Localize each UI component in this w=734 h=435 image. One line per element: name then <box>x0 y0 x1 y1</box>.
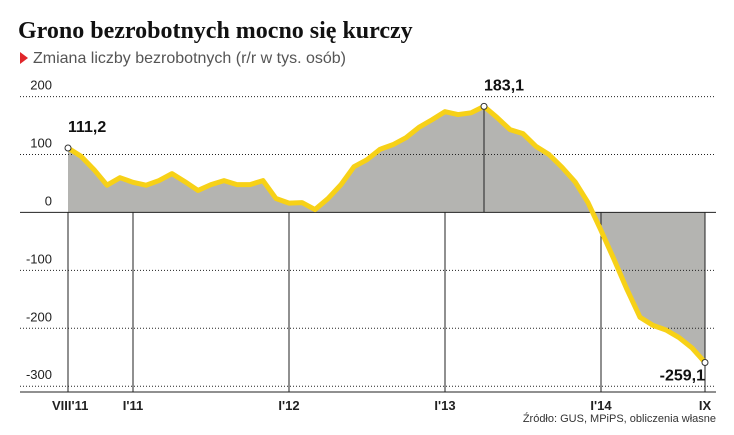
y-tick-label: -200 <box>26 309 52 324</box>
chart-title: Grono bezrobotnych mocno się kurczy <box>18 18 413 44</box>
x-tick-label: I'11 <box>123 398 143 413</box>
point-marker <box>480 102 488 110</box>
source: Źródło: GUS, MPiPS, obliczenia własne <box>523 412 716 425</box>
data-label: -259,1 <box>660 368 705 385</box>
subtitle-marker <box>20 52 28 64</box>
y-tick-label: -300 <box>26 367 52 382</box>
x-tick-label: I'14 <box>590 398 612 413</box>
x-tick-label: IX <box>699 398 712 413</box>
x-tick-label: I'12 <box>278 398 299 413</box>
data-label: 111,2 <box>68 119 106 136</box>
y-tick-label: -100 <box>26 251 52 266</box>
line <box>65 103 708 366</box>
chart-subtitle: Zmiana liczby bezrobotnych (r/r w tys. o… <box>33 50 346 67</box>
y-tick-label: 200 <box>30 78 52 93</box>
data-label: 183,1 <box>484 77 524 94</box>
point-marker <box>701 359 709 367</box>
y-tick-label: 100 <box>30 136 52 151</box>
y-tick-label: 0 <box>45 193 52 208</box>
x-tick-label: VIII'11 <box>52 398 88 413</box>
x-tick-label: I'13 <box>434 398 455 413</box>
point-marker <box>64 144 72 152</box>
area <box>68 106 705 363</box>
